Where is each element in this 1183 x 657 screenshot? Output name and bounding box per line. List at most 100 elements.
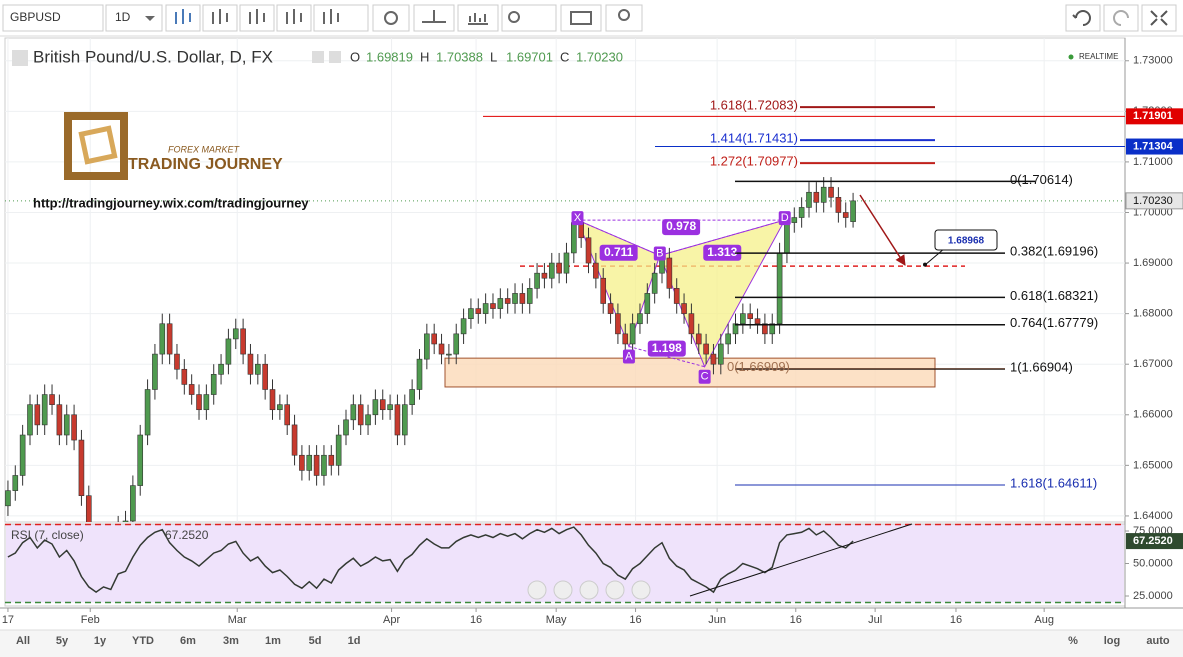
fib-label: 0.618(1.68321) [1010,288,1098,303]
toolbar-buttons [165,4,1177,32]
candle-body [144,389,151,436]
pattern-point-label: B [656,247,663,259]
symbol-input[interactable] [2,4,104,32]
indicators-button[interactable] [457,4,499,32]
candle-body [732,323,739,335]
pattern-point-box [653,246,666,261]
candle-body [615,313,621,335]
redo-button[interactable] [1103,4,1139,32]
fib-label: 1.618(1.64611) [1010,475,1097,490]
candle-body [666,257,673,289]
x-tick-label: May [546,614,567,626]
candle-body [813,191,820,203]
pattern-point-label: X [574,212,582,224]
range-button[interactable]: All [16,635,30,647]
projection-arrow [859,194,906,266]
settings-button[interactable] [372,4,410,32]
candle-body [431,333,437,345]
y-tick-label: 1.69000 [1133,257,1173,269]
y-tick-label: 1.65000 [1133,459,1173,471]
candle-body [740,313,746,325]
reset[interactable] [579,580,599,600]
ohlc-value: 1.69819 [366,49,413,64]
candle-body [166,323,173,355]
axes: 1.730001.720001.710001.700001.690001.680… [2,55,1183,626]
range-button[interactable]: 5y [56,635,69,647]
candle-body [291,424,298,456]
candle-body [806,191,812,208]
ohlc-value: 1.69701 [506,49,553,64]
callout-label: 1.68968 [948,236,985,247]
candle-body [651,272,658,294]
candle-body [534,272,540,289]
candle-body [747,313,753,319]
search-button[interactable] [501,4,557,32]
candle-body [475,308,482,314]
candle-body [784,222,790,254]
y-tick-label: 1.68000 [1133,308,1173,320]
range-button[interactable]: 5d [309,635,322,647]
scale-option[interactable]: auto [1146,635,1170,647]
y-tick-label: 1.73000 [1133,55,1173,67]
range-button[interactable]: 1d [348,635,361,647]
candle-body [438,343,445,355]
candle-body [218,363,224,375]
candle-body [299,454,305,471]
price-panel [4,37,1126,523]
candle-body [335,434,342,466]
fib-label: 1(1.66904) [1010,359,1073,374]
callout-box [934,229,998,251]
scroll-left[interactable] [527,580,547,600]
candle-body [512,293,518,304]
price-tag [1126,108,1183,125]
candle-body [19,434,26,476]
x-tick-label: Feb [81,614,100,626]
pattern-point-box [571,211,584,226]
range-button[interactable]: 1m [265,635,281,647]
price-tag-label: 1.71304 [1133,140,1174,152]
candle-body [593,262,599,279]
embed-button[interactable] [560,4,602,32]
zoom-in[interactable] [605,580,625,600]
scroll-right[interactable] [631,580,651,600]
layers: X A B C D 0.711 0.978 1.313 1.198 0(1.70614) 0.382… [2,38,1183,626]
range-button[interactable]: 1y [94,635,107,647]
candle-body [563,252,570,274]
logo-tagline: FOREX MARKET [168,144,241,154]
x-tick-label: 16 [629,614,641,626]
range-button[interactable]: 6m [180,635,196,647]
x-tick-label: Apr [383,614,400,626]
rsi-title: RSI (7, close) [11,528,84,542]
fullscreen-button[interactable] [1141,4,1177,32]
candle-body [424,333,430,360]
idea-button[interactable] [605,4,643,32]
range-button[interactable]: YTD [132,635,154,647]
candle-body [835,197,842,213]
logo: FOREX MARKET TRADING JOURNEY [64,112,283,180]
candle-body [798,207,805,218]
logo-inner [78,125,118,165]
candle-body [791,217,798,223]
candle-body [71,414,77,441]
candle-body [365,414,371,426]
candle-body [130,485,136,522]
rsi-last: 67.2520 [165,528,209,542]
ohlc-key: L [490,49,497,64]
range-button[interactable]: 3m [223,635,239,647]
zoom-out[interactable] [553,580,573,600]
candle-body [600,277,607,304]
undo-button[interactable] [1065,4,1101,32]
y-tick-label: 1.70000 [1133,206,1173,218]
dropdown-icon [145,16,155,21]
scale-option[interactable]: log [1104,635,1121,647]
candle-body [446,353,452,356]
current-price-label: 1.70230 [1133,195,1173,207]
close-icon [329,51,341,63]
scale-option[interactable]: % [1068,635,1078,647]
candle-body [490,303,496,309]
ohlc-value: 1.70388 [436,49,483,64]
x-tick-label: Jul [868,614,882,626]
candle-body [174,353,180,370]
style-button[interactable] [313,4,369,32]
candle-body [526,288,533,304]
